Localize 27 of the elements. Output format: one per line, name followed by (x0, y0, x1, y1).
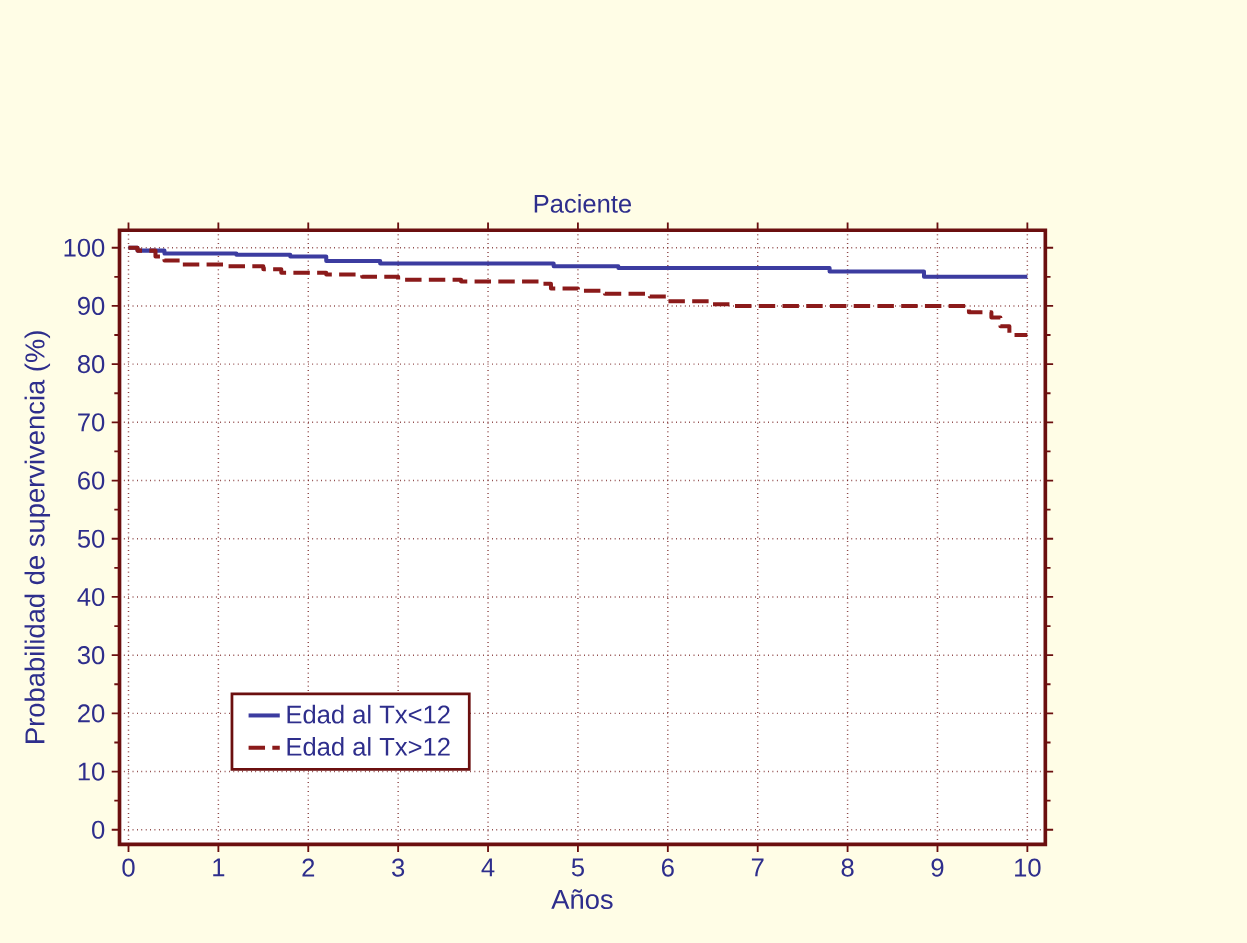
x-tick-label: 4 (481, 858, 495, 877)
y-tick-label: 50 (77, 529, 105, 548)
y-tick-label: 80 (77, 355, 105, 374)
y-tick-label: 30 (77, 646, 105, 665)
chart-title: Paciente (534, 194, 632, 213)
y-tick-label: 70 (78, 413, 105, 432)
y-tick-label: 10 (78, 762, 105, 781)
x-tick-label: 1 (213, 858, 225, 877)
y-tick-label: 40 (77, 587, 105, 606)
x-tick-label: 3 (392, 858, 405, 877)
x-tick-label: 10 (1015, 858, 1041, 877)
x-axis-title: Años (551, 889, 613, 910)
x-tick-label: 6 (661, 858, 674, 877)
y-tick-label: 20 (78, 704, 105, 723)
y-tick-label: 100 (64, 238, 105, 257)
x-tick-label: 2 (302, 858, 315, 877)
legend-label: Edad al Tx>12 (287, 737, 450, 756)
x-tick-label: 8 (841, 858, 854, 877)
y-tick-label: 60 (78, 471, 105, 490)
x-tick-label: 5 (571, 858, 584, 877)
y-tick-label: 0 (92, 820, 105, 839)
x-tick-label: 9 (931, 858, 944, 877)
y-tick-label: 90 (78, 296, 105, 315)
legend-label: Edad al Tx<12 (287, 704, 450, 724)
x-tick-label: 0 (122, 858, 135, 877)
y-axis-title: Probabilidad de supervivencia (%) (24, 331, 51, 743)
x-tick-label: 7 (751, 858, 764, 877)
